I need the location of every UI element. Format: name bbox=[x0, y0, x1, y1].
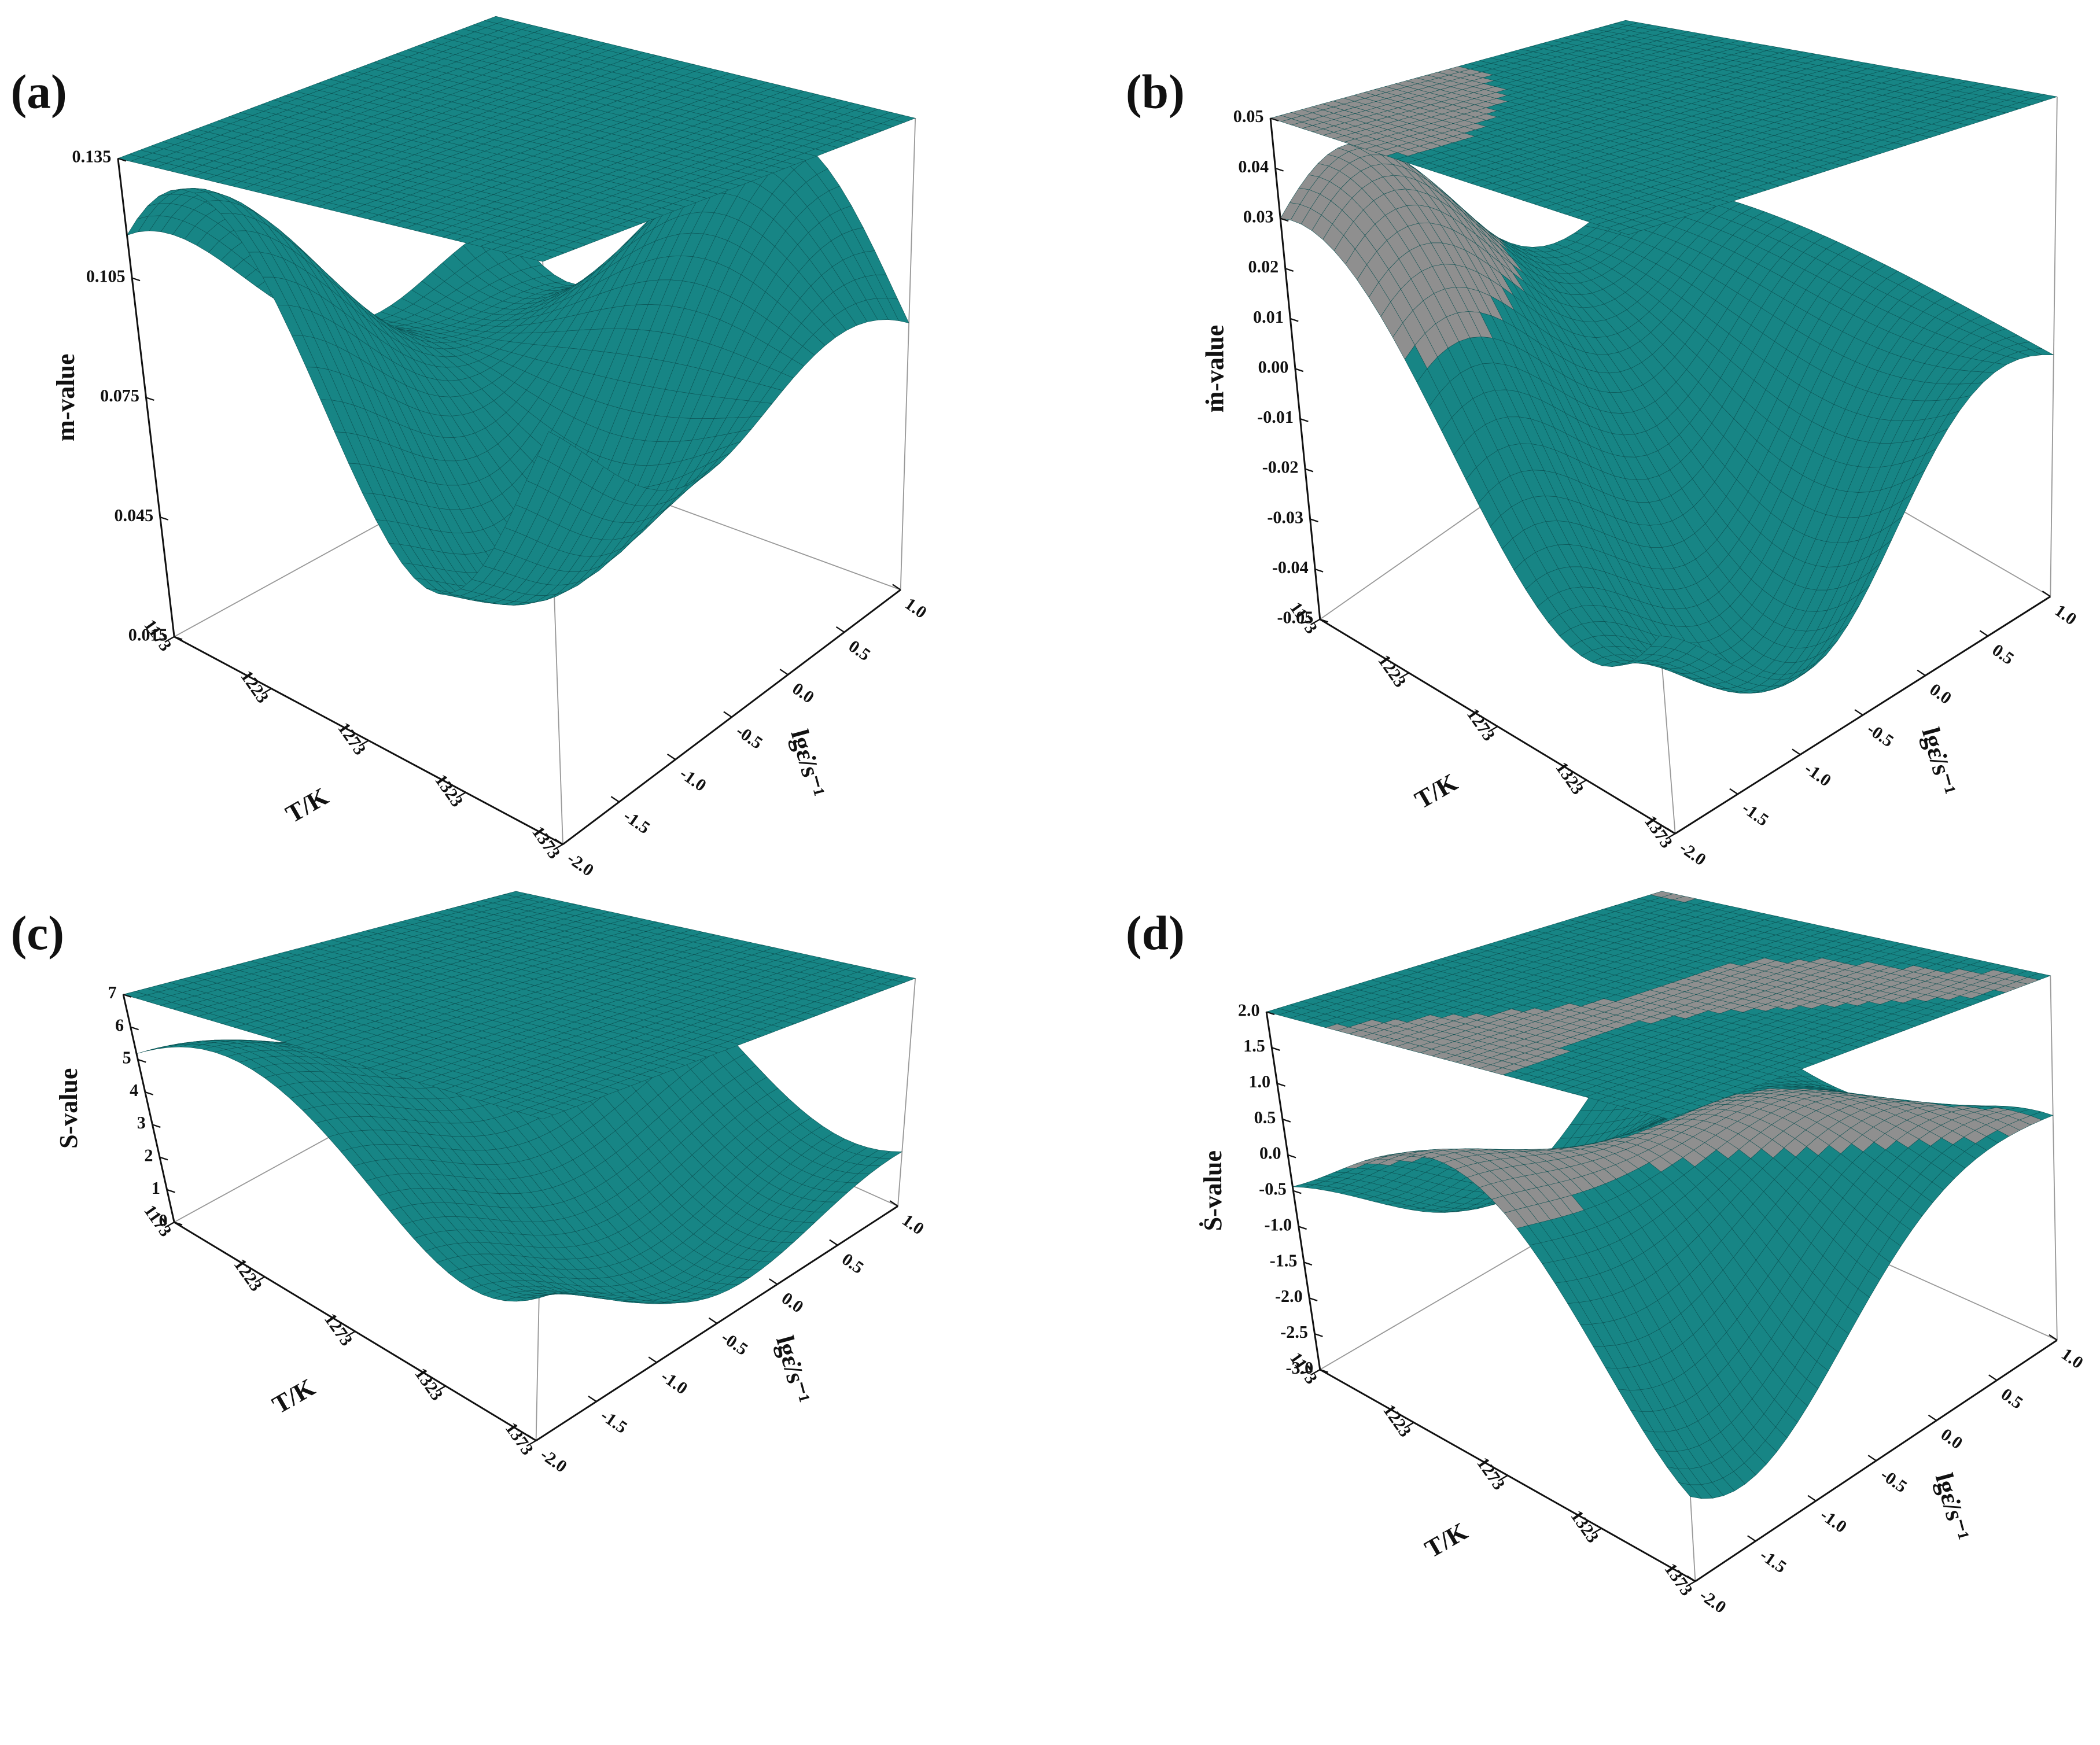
panel: 11731223127313231373-2.0-1.5-1.0-0.50.00… bbox=[1126, 20, 2080, 869]
z-axis-label: m-value bbox=[51, 354, 80, 442]
y-tick-label: -0.5 bbox=[732, 721, 767, 752]
y-tick-label: 0.0 bbox=[1926, 680, 1955, 708]
y-axis-label: lgε̇/s⁻¹ bbox=[1917, 725, 1962, 798]
z-tick-label: 0.00 bbox=[1258, 357, 1289, 377]
z-tick bbox=[146, 397, 154, 401]
y-tick bbox=[1917, 669, 1926, 676]
y-tick-label: -1.0 bbox=[676, 763, 710, 795]
y-tick-label: -1.5 bbox=[1738, 798, 1773, 830]
z-tick-label: -0.02 bbox=[1262, 458, 1299, 477]
y-axis-label: lgε̇/s⁻¹ bbox=[785, 726, 830, 800]
z-tick-label: -0.03 bbox=[1267, 507, 1303, 527]
y-tick-label: -1.0 bbox=[1801, 758, 1835, 790]
z-tick-label: -0.05 bbox=[1277, 608, 1313, 628]
y-tick bbox=[779, 669, 789, 676]
z-tick bbox=[1300, 418, 1309, 422]
y-tick-label: 0.5 bbox=[845, 636, 874, 665]
surface bbox=[126, 130, 909, 606]
y-tick bbox=[1729, 788, 1738, 795]
y-tick bbox=[723, 711, 732, 718]
y-tick-label: -2.0 bbox=[563, 848, 598, 880]
y-tick bbox=[2042, 591, 2051, 597]
z-tick bbox=[1314, 568, 1324, 573]
y-tick bbox=[610, 796, 620, 803]
y-tick bbox=[1979, 630, 1988, 637]
y-tick bbox=[835, 626, 845, 633]
z-tick-label: 0.075 bbox=[100, 386, 139, 405]
z-tick-label: 0.04 bbox=[1238, 157, 1269, 176]
z-tick-label: 0.05 bbox=[1233, 106, 1264, 126]
panel: 11731223127313231373-2.0-1.5-1.0-0.50.00… bbox=[11, 16, 930, 880]
z-tick-label: 0.03 bbox=[1243, 206, 1274, 226]
y-tick bbox=[666, 753, 676, 761]
box-edge bbox=[900, 118, 916, 590]
z-tick-label: 0.105 bbox=[86, 266, 126, 286]
y-tick-label: -0.5 bbox=[1863, 719, 1898, 751]
x-axis-label: T/K bbox=[281, 782, 333, 828]
box-edge bbox=[897, 978, 916, 1207]
panel-label: (b) bbox=[1126, 65, 1185, 119]
z-tick bbox=[1285, 268, 1294, 272]
x-axis-label: T/K bbox=[1410, 768, 1462, 814]
z-tick-label: 0.045 bbox=[114, 506, 153, 525]
z-tick-label: 0.135 bbox=[72, 147, 112, 167]
z-tick-label: 0.015 bbox=[128, 625, 168, 645]
panel: 11731223127313231373-2.0-1.5-1.0-0.50.00… bbox=[11, 891, 928, 1477]
y-tick-label: 0.5 bbox=[1988, 640, 2017, 668]
y-tick bbox=[1854, 709, 1863, 716]
y-tick-label: -2.0 bbox=[1676, 838, 1710, 869]
z-tick-label: 0.02 bbox=[1248, 257, 1279, 276]
y-tick-label: -1.5 bbox=[620, 806, 654, 838]
z-tick bbox=[1290, 318, 1299, 322]
z-tick bbox=[1305, 468, 1314, 473]
surface bbox=[1280, 142, 2054, 693]
y-tick bbox=[1792, 748, 1801, 755]
panel-label: (a) bbox=[11, 65, 67, 119]
y-tick-label: 1.0 bbox=[2051, 600, 2080, 629]
z-axis-label: ṁ-value bbox=[1201, 325, 1229, 413]
z-tick-label: 0.01 bbox=[1253, 307, 1284, 327]
z-tick bbox=[131, 277, 141, 282]
z-tick-label: -0.04 bbox=[1272, 558, 1309, 577]
z-tick-label: -0.01 bbox=[1257, 407, 1294, 427]
box-edge bbox=[2050, 97, 2058, 597]
z-tick bbox=[1310, 518, 1318, 523]
z-tick bbox=[1295, 368, 1304, 372]
y-tick-label: 1.0 bbox=[901, 593, 930, 622]
z-tick bbox=[1275, 167, 1284, 172]
y-tick-label: 0.0 bbox=[789, 678, 817, 707]
z-tick bbox=[160, 516, 169, 521]
